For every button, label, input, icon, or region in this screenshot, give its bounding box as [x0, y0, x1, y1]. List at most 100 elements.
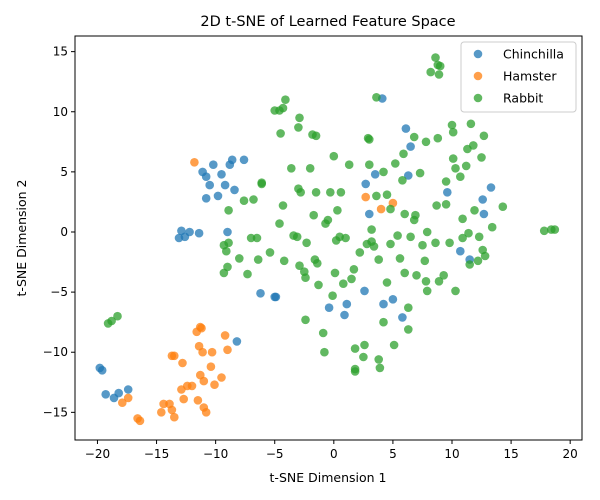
point-rabbit-101 [411, 210, 420, 220]
point-chinchilla-36 [379, 299, 388, 309]
point-chinchilla-17 [217, 170, 226, 179]
point-chinchilla-25 [256, 289, 265, 298]
point-chinchilla-40 [404, 171, 413, 180]
point-rabbit-98 [406, 232, 415, 242]
point-rabbit-107 [421, 277, 431, 286]
point-rabbit-42 [311, 188, 321, 197]
point-rabbit-118 [434, 277, 444, 286]
point-rabbit-54 [330, 268, 340, 278]
point-chinchilla-42 [443, 188, 452, 197]
y-tick-label: 5 [60, 165, 68, 179]
point-rabbit-77 [372, 93, 381, 102]
point-rabbit-108 [422, 286, 432, 296]
point-rabbit-140 [477, 153, 486, 162]
point-rabbit-9 [235, 254, 244, 263]
point-hamster-21 [198, 347, 207, 357]
point-chinchilla-45 [478, 195, 488, 204]
point-rabbit-83 [379, 167, 388, 177]
point-rabbit-121 [441, 200, 451, 209]
point-rabbit-122 [445, 238, 454, 248]
point-rabbit-139 [474, 232, 484, 242]
legend: Chinchilla Hamster Rabbit [460, 41, 577, 113]
point-rabbit-53 [329, 151, 339, 161]
point-rabbit-106 [421, 137, 431, 147]
point-rabbit-124 [448, 127, 458, 137]
point-rabbit-94 [400, 209, 410, 219]
point-rabbit-13 [249, 195, 258, 204]
point-rabbit-41 [311, 131, 321, 141]
point-hamster-31 [223, 345, 232, 355]
point-chinchilla-46 [479, 209, 489, 219]
point-chinchilla-39 [401, 124, 411, 133]
point-rabbit-25 [275, 219, 284, 228]
x-tick-label: −10 [203, 447, 228, 461]
point-rabbit-74 [367, 225, 376, 234]
point-rabbit-36 [301, 273, 310, 283]
x-axis-label: t-SNE Dimension 1 [270, 470, 387, 485]
point-hamster-1 [118, 398, 127, 408]
point-rabbit-127 [451, 286, 460, 296]
point-rabbit-48 [320, 347, 329, 357]
point-chinchilla-2 [101, 390, 110, 399]
point-rabbit-66 [350, 367, 360, 376]
point-rabbit-93 [399, 149, 408, 159]
point-rabbit-52 [328, 291, 337, 301]
legend-label-chinchilla: Chinchilla [503, 47, 564, 62]
point-rabbit-85 [382, 190, 392, 199]
point-rabbit-125 [448, 154, 458, 163]
point-chinchilla-29 [340, 310, 349, 320]
point-rabbit-63 [349, 265, 359, 274]
y-tick-label: 10 [53, 105, 68, 119]
point-chinchilla-5 [123, 385, 133, 394]
point-hamster-29 [210, 380, 219, 390]
y-tick-label: −10 [43, 345, 68, 359]
point-rabbit-96 [404, 303, 413, 313]
point-rabbit-72 [365, 135, 374, 144]
point-hamster-14 [178, 358, 187, 368]
point-chinchilla-16 [213, 191, 223, 201]
point-chinchilla-10 [185, 227, 194, 237]
plot-frame [74, 35, 583, 441]
point-chinchilla-1 [97, 366, 107, 375]
point-rabbit-92 [398, 176, 407, 185]
point-rabbit-88 [389, 340, 399, 350]
point-chinchilla-34 [370, 170, 380, 179]
point-rabbit-120 [441, 177, 451, 186]
y-axis-label: t-SNE Dimension 2 [14, 180, 29, 297]
point-rabbit-143 [480, 251, 490, 261]
point-rabbit-46 [314, 280, 323, 290]
point-hamster-26 [201, 408, 211, 417]
point-rabbit-78 [372, 191, 381, 201]
point-rabbit-30 [294, 123, 303, 132]
point-rabbit-29 [292, 232, 302, 242]
point-rabbit-39 [305, 164, 315, 173]
point-hamster-9 [170, 412, 179, 422]
point-rabbit-21 [278, 103, 288, 113]
legend-label-rabbit: Rabbit [503, 91, 543, 106]
point-hamster-6 [159, 399, 168, 409]
point-rabbit-123 [447, 120, 457, 130]
point-chinchilla-22 [239, 155, 249, 165]
point-rabbit-105 [420, 256, 430, 266]
point-hamster-33 [361, 192, 371, 202]
point-rabbit-138 [473, 256, 483, 266]
point-hamster-24 [193, 396, 203, 405]
point-rabbit-102 [412, 271, 421, 280]
point-rabbit-51 [326, 188, 335, 197]
legend-box [460, 41, 577, 113]
point-rabbit-18 [265, 248, 275, 257]
point-rabbit-134 [465, 260, 475, 269]
point-chinchilla-18 [220, 180, 230, 190]
point-rabbit-58 [336, 188, 346, 197]
y-tick-label: 15 [53, 45, 68, 59]
point-rabbit-109 [422, 227, 432, 237]
point-rabbit-59 [339, 279, 348, 289]
point-hamster-5 [157, 408, 166, 417]
point-rabbit-135 [466, 119, 476, 129]
point-rabbit-116 [432, 201, 441, 210]
point-rabbit-7 [224, 238, 233, 248]
point-rabbit-43 [309, 210, 319, 220]
point-rabbit-38 [302, 238, 311, 248]
point-hamster-2 [123, 393, 133, 403]
y-tick-label: −5 [50, 285, 68, 299]
